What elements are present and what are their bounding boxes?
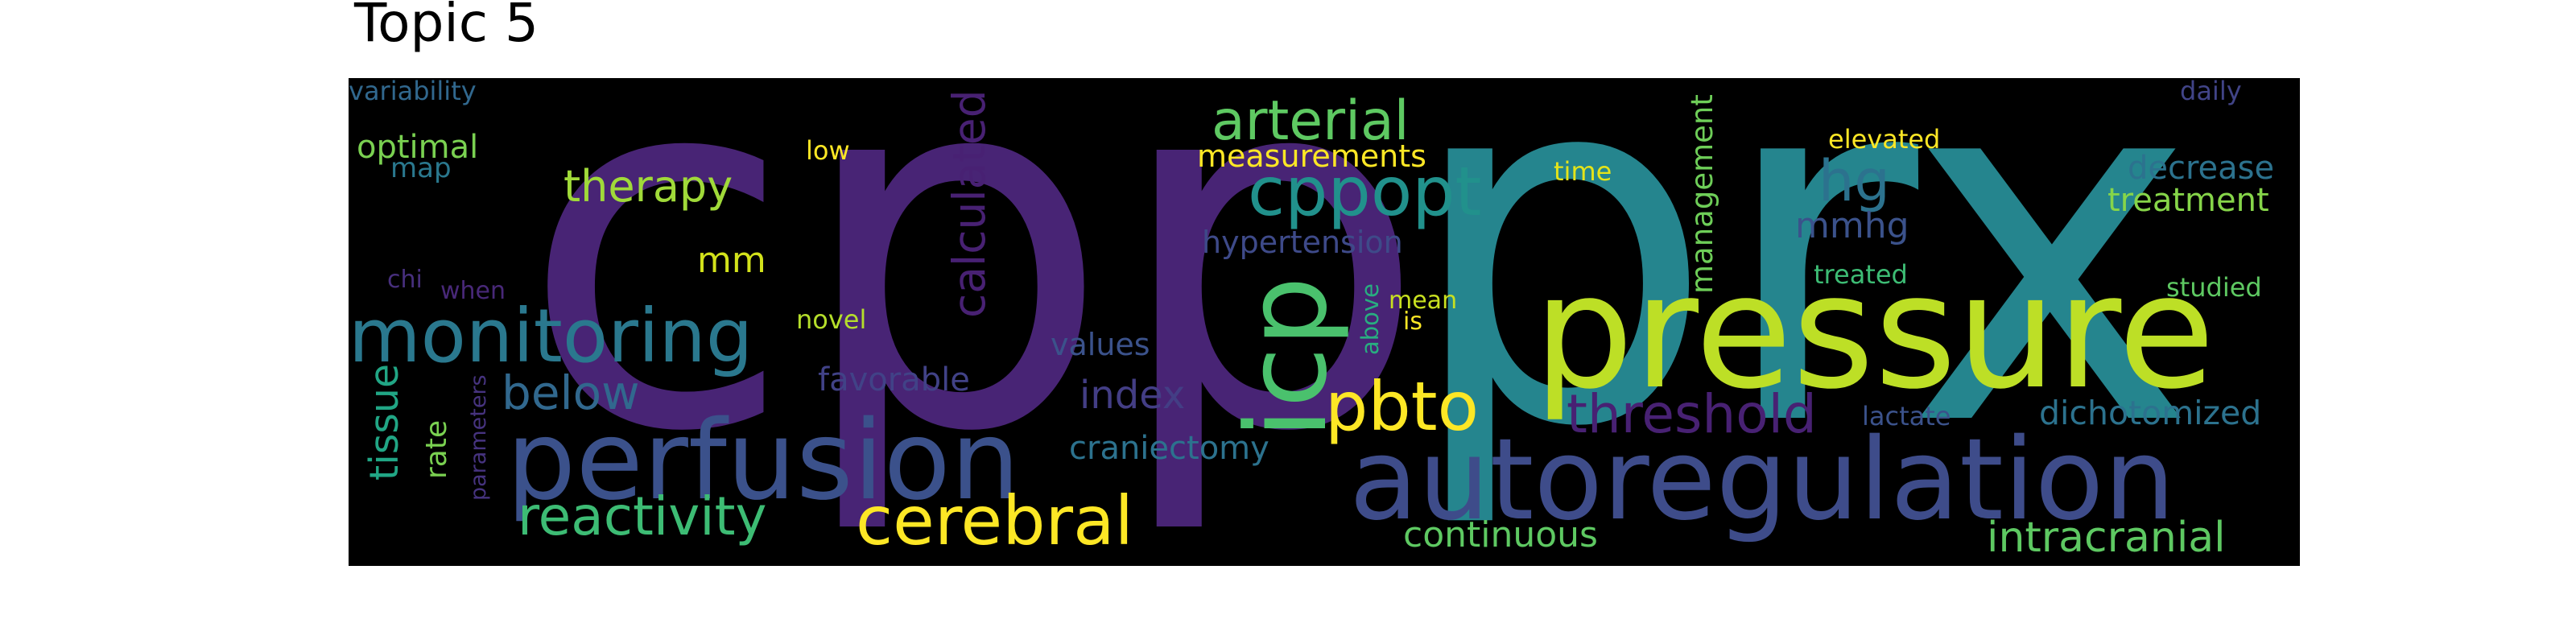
word: therapy [564, 161, 733, 212]
word: monitoring [349, 293, 753, 379]
word: chi [387, 266, 423, 294]
word: treatment [2107, 182, 2269, 219]
word: mmhg [1795, 205, 1909, 246]
word: cpp [520, 78, 1428, 541]
word: measurements [1197, 138, 1426, 174]
word: autoregulation [1349, 415, 2176, 546]
word: above [1356, 283, 1384, 355]
word: rate [420, 419, 453, 479]
word: below [502, 365, 640, 420]
word: novel [796, 304, 867, 335]
word: parameters [466, 374, 491, 501]
word: lactate [1862, 401, 1951, 431]
word: values [1051, 327, 1150, 362]
word: cerebral [856, 481, 1133, 560]
word: elevated [1828, 124, 1941, 155]
word: hg [1818, 148, 1890, 214]
word: mm [697, 240, 766, 281]
word: cppopt [1248, 152, 1482, 231]
word: dichotomized [2039, 394, 2262, 432]
word: calculated [943, 89, 995, 318]
word: is [1403, 308, 1422, 336]
word: daily [2180, 78, 2242, 106]
word: intracranial [1987, 514, 2226, 562]
word: threshold [1567, 383, 1817, 445]
word: continuous [1403, 514, 1598, 555]
figure-title: Topic 5 [354, 0, 539, 54]
word: craniectomy [1069, 430, 1269, 467]
word: treated [1814, 259, 1908, 290]
word: favorable [818, 361, 970, 398]
word: low [806, 135, 850, 166]
word: perfusion [506, 398, 1021, 525]
word: prx [1403, 78, 2197, 535]
word: arterial [1212, 89, 1410, 153]
word: studied [2166, 272, 2262, 303]
word: variability [349, 78, 477, 106]
word: index [1080, 373, 1186, 418]
word: optimal [357, 129, 479, 166]
word: tissue [361, 363, 407, 481]
word: map [390, 152, 452, 184]
word: management [1685, 94, 1719, 294]
word: decrease [2128, 150, 2275, 187]
word: reactivity [518, 485, 767, 547]
word: when [440, 277, 506, 305]
word: time [1554, 156, 1612, 187]
word-cloud: cpp prx pressure autoregulation perfusio… [349, 78, 2300, 566]
word: pbto [1325, 367, 1479, 446]
word: pressure [1534, 241, 2215, 424]
word: mean [1389, 287, 1458, 315]
word: hypertension [1202, 225, 1403, 260]
